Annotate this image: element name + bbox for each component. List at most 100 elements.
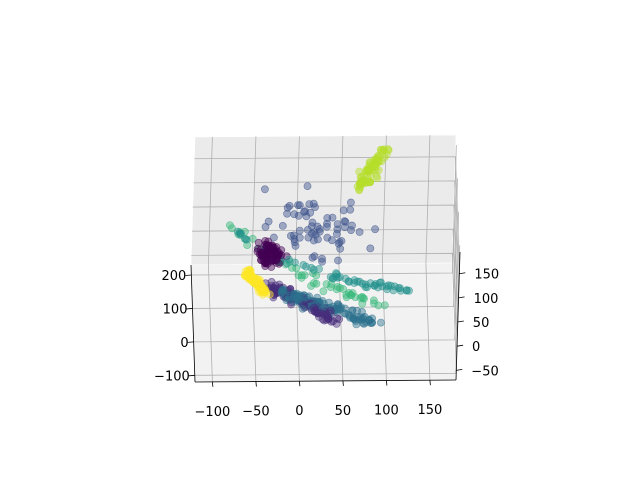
axis-lines-and-ticks <box>185 251 466 387</box>
z-tick-label: 0 <box>472 340 480 355</box>
scatter-point <box>298 304 307 313</box>
scatter-point <box>294 201 302 209</box>
scatter-point <box>297 271 306 280</box>
z-tick-mark <box>459 272 466 275</box>
scatter-point <box>313 235 322 244</box>
scatter-point <box>227 224 236 233</box>
scatter-point <box>342 293 351 302</box>
scatter-point <box>383 285 391 294</box>
scatter-point <box>377 145 386 154</box>
scatter-point <box>346 290 355 299</box>
scatter-point <box>366 177 375 186</box>
scatter-point <box>333 314 341 323</box>
scatter-point <box>332 285 341 294</box>
scatter-point <box>261 262 270 270</box>
x-grid-line <box>294 136 300 382</box>
x-grid-line <box>251 136 257 382</box>
x-tick-label: 0 <box>295 404 303 419</box>
scatter-point <box>328 213 337 222</box>
scatter-point <box>244 274 253 283</box>
scatter-point <box>328 236 336 245</box>
scatter-point <box>303 182 312 190</box>
x-tick-mark <box>429 380 431 386</box>
z-tick-label: 50 <box>473 316 490 331</box>
scatter-point <box>361 179 370 187</box>
y-tick-label: −100 <box>154 369 190 384</box>
scatter-point <box>332 319 341 328</box>
scatter-point <box>344 277 353 286</box>
y-tick-mark <box>188 374 195 377</box>
scatter-point <box>286 231 295 240</box>
scatter-point <box>348 221 356 230</box>
scatter-point <box>322 222 331 231</box>
z-grid-line <box>193 180 459 298</box>
scatter-point <box>294 211 303 220</box>
z-tick-label: 100 <box>474 292 499 307</box>
back-wall-pane <box>190 134 457 266</box>
scatter-point <box>339 206 348 215</box>
scatter-point <box>359 294 367 302</box>
scatter-point <box>236 230 245 239</box>
scatter-point <box>318 254 326 263</box>
scatter-point <box>402 286 411 295</box>
x-grid-line <box>425 135 431 381</box>
scatter-point <box>297 273 306 282</box>
scatter-point <box>295 233 304 242</box>
y-tick-label: 0 <box>180 336 188 351</box>
scatter-point <box>363 170 372 179</box>
scatter-point <box>264 217 273 226</box>
scatter-point <box>241 235 250 244</box>
scatter-point <box>335 238 344 246</box>
z-tick-mark <box>456 344 464 347</box>
scatter-point <box>315 265 323 273</box>
y-tick-label: 200 <box>162 269 187 284</box>
z-grid-line <box>194 156 460 274</box>
scatter-point <box>335 315 344 324</box>
x-tick-mark <box>255 381 257 387</box>
scatter-point <box>358 299 367 308</box>
scatter-point <box>366 158 375 167</box>
scatter-point <box>310 252 319 261</box>
scatter-point <box>332 272 340 281</box>
scatter-point <box>272 256 281 265</box>
x-grid-line <box>381 135 387 381</box>
scatter-point <box>283 203 292 212</box>
scatter-point <box>290 297 298 306</box>
scatter-point <box>382 282 391 291</box>
scatter-point <box>254 238 263 247</box>
scatter-point <box>291 241 300 250</box>
scatter-point <box>371 225 379 234</box>
y-tick-mark <box>187 341 194 343</box>
scatter-point <box>301 207 309 216</box>
scatter-point <box>295 226 304 235</box>
scatter-point <box>346 313 354 322</box>
z-tick-mark <box>457 320 464 323</box>
scatter-point <box>290 210 299 219</box>
scatter-point <box>268 242 276 251</box>
scatter-points <box>225 145 413 329</box>
scatter-point <box>372 172 381 180</box>
scatter-point <box>307 222 316 231</box>
scatter-point <box>295 201 304 210</box>
scatter-point <box>364 166 372 175</box>
y-tick-mark <box>186 308 193 310</box>
scatter-point <box>362 177 371 185</box>
scatter-point <box>374 166 383 175</box>
y-axis-line <box>190 264 196 383</box>
scatter-point <box>345 277 354 286</box>
z-grid-line <box>192 228 458 347</box>
grid-lines <box>191 135 461 382</box>
x-tick-mark <box>342 380 344 386</box>
scatter-point <box>351 293 360 301</box>
scatter-point <box>334 256 342 265</box>
scatter-point <box>380 301 389 310</box>
scatter-point <box>315 225 324 233</box>
x-grid-line <box>207 136 213 382</box>
y-tick-label: 100 <box>163 302 188 317</box>
scatter-point <box>348 306 357 315</box>
scatter-point <box>263 259 272 268</box>
scatter-point <box>287 300 295 309</box>
scatter-point <box>273 253 282 262</box>
scatter-point <box>363 283 371 292</box>
z-grid-line <box>192 204 459 323</box>
